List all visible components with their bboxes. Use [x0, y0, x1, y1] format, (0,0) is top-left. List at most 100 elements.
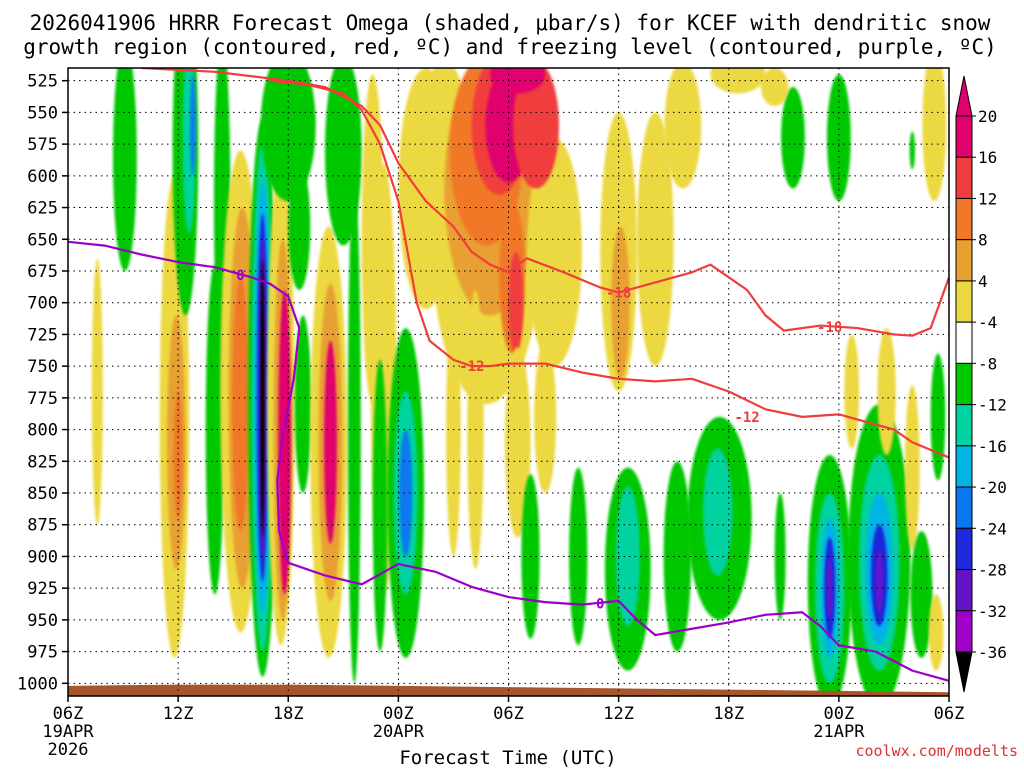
colorbar-segment: [955, 321, 973, 364]
omega-cell: [232, 277, 249, 532]
x-tick-label: 06Z: [493, 704, 524, 724]
omega-cell: [91, 258, 103, 525]
omega-cell: [112, 68, 137, 271]
colorbar-label: -4: [978, 313, 997, 332]
x-tick-date: 20APR: [373, 722, 425, 742]
colorbar-label: 8: [978, 231, 988, 250]
y-tick-label: 950: [27, 611, 58, 631]
y-axis: 525 550 575 600 625 650 675 700 725 750 775 800 825 8…: [17, 72, 68, 694]
omega-cell: [930, 353, 946, 481]
x-axis-label: Forecast Time (UTC): [399, 747, 616, 768]
colorbar-label: -32: [978, 602, 1007, 621]
omega-cell: [294, 315, 312, 494]
x-tick-label: 12Z: [603, 704, 634, 724]
omega-cell: [611, 226, 630, 379]
dgz-top-contour-label: -18: [606, 286, 631, 302]
colorbar-label: -28: [978, 561, 1007, 580]
omega-cell: [526, 137, 582, 367]
omega-cell: [826, 74, 851, 202]
omega-cell: [513, 68, 559, 189]
omega-cell: [703, 448, 733, 576]
y-tick-label: 825: [27, 452, 58, 472]
colorbar-label: -20: [978, 478, 1007, 497]
omega-cell: [664, 68, 702, 189]
omega-cell: [774, 493, 786, 620]
y-tick-label: 525: [27, 72, 58, 92]
colorbar-segment: [955, 362, 973, 406]
colorbar-label: -24: [978, 519, 1007, 538]
x-tick-label: 06Z: [53, 704, 84, 724]
omega-cell: [173, 391, 183, 519]
x-tick-date: 19APR: [42, 722, 94, 742]
omega-cell: [760, 68, 789, 107]
contour-layer: -18 -18 -12 -12 0 0: [68, 68, 949, 682]
freezing-level-contour-label: 0: [236, 268, 244, 284]
omega-cell: [904, 385, 920, 551]
y-tick-label: 775: [27, 389, 58, 409]
colorbar-segment: [955, 115, 973, 158]
omega-cell: [663, 461, 692, 652]
omega-cell: [875, 550, 883, 614]
colorbar-segment: [955, 280, 973, 323]
y-tick-label: 625: [27, 199, 58, 219]
x-tick-label: 18Z: [273, 704, 304, 724]
y-tick-label: 725: [27, 325, 58, 345]
omega-cell: [615, 486, 640, 627]
y-tick-label: 975: [27, 643, 58, 663]
omega-cell: [288, 163, 311, 291]
omega-cell: [190, 74, 196, 176]
dgz-bottom-contour-label: -12: [459, 359, 484, 375]
chart-title-line1: 2026041906 HRRR Forecast Omega (shaded, …: [30, 11, 991, 35]
omega-cell: [372, 359, 388, 652]
omega-shading-layer: [91, 68, 947, 696]
dgz-bottom-contour-label: -12: [734, 410, 759, 426]
y-tick-label: 750: [27, 357, 58, 377]
y-tick-label: 700: [27, 294, 58, 314]
x-tick-label: 00Z: [824, 704, 855, 724]
y-tick-label: 875: [27, 516, 58, 536]
omega-cell: [504, 347, 531, 538]
omega-cell: [710, 68, 766, 94]
colorbar-segment: [955, 197, 973, 241]
y-tick-label: 550: [27, 103, 58, 123]
colorbar-legend: 20 16 12 8 4 -4 -8 -12 -16 -20 -24 -28 -32 -36: [955, 75, 1007, 693]
dgz-top-contour-line: [141, 68, 949, 337]
y-tick-label: 900: [27, 547, 58, 567]
omega-cell: [844, 334, 860, 449]
colorbar-label: -36: [978, 643, 1007, 662]
x-tick-label: 06Z: [934, 704, 965, 724]
omega-cell: [909, 131, 916, 170]
y-tick-label: 1000: [17, 674, 58, 694]
omega-cell: [922, 68, 947, 202]
colorbar-segment: [955, 239, 973, 282]
credit-text: coolwx.com/modelts: [855, 742, 1018, 760]
omega-cell: [826, 556, 833, 620]
colorbar-top-arrow: [955, 75, 973, 117]
x-tick-label: 18Z: [713, 704, 744, 724]
colorbar-segment: [955, 156, 973, 199]
y-tick-label: 850: [27, 484, 58, 504]
omega-cell: [569, 467, 588, 646]
omega-cell: [490, 68, 546, 94]
omega-cell: [324, 340, 337, 544]
omega-cell: [508, 251, 524, 354]
colorbar-label: 16: [978, 148, 997, 167]
x-tick-label: 12Z: [163, 704, 194, 724]
omega-cell: [260, 258, 265, 538]
dgz-top-contour-label: -18: [817, 320, 842, 336]
colorbar-label: 20: [978, 107, 997, 126]
colorbar-segment: [955, 569, 973, 612]
omega-cell: [399, 429, 413, 557]
colorbar-label: 4: [978, 272, 988, 291]
x-tick-label: 00Z: [383, 704, 414, 724]
colorbar-segment: [955, 610, 973, 653]
colorbar-segment: [955, 486, 973, 529]
colorbar-label: -16: [978, 437, 1007, 456]
omega-cell: [781, 87, 805, 189]
y-tick-label: 925: [27, 579, 58, 599]
colorbar-label: 12: [978, 189, 997, 208]
dgz-bottom-contour-line: [269, 79, 949, 459]
